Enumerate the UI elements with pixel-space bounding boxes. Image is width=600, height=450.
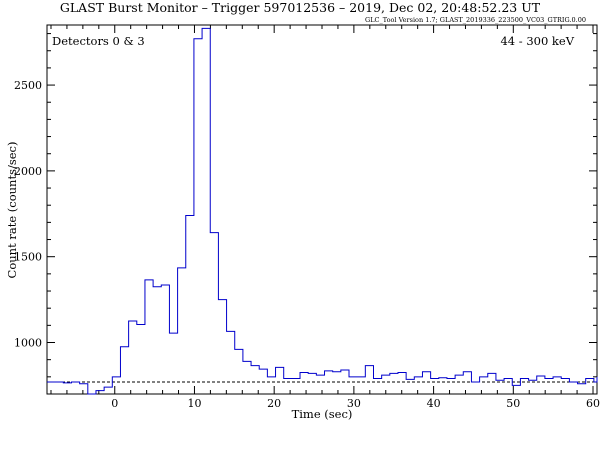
chart-title: GLAST Burst Monitor – Trigger 597012536 …: [60, 0, 541, 15]
x-tick-label: 40: [427, 397, 441, 410]
y-tick-label: 1000: [14, 337, 42, 350]
x-axis-title: Time (sec): [292, 407, 353, 421]
chart-subtitle: GLC_Tool Version 1.7; GLAST_2019336_2235…: [365, 16, 586, 24]
y-tick-label: 1500: [14, 251, 42, 264]
y-axis: 1000 1500 2000 2500: [14, 33, 597, 395]
x-tick-label: 50: [506, 397, 520, 410]
count-rate-series-line: [47, 27, 598, 395]
y-tick-label: 2000: [14, 165, 42, 178]
detector-label: Detectors 0 & 3: [52, 34, 145, 48]
y-tick-label: 2500: [14, 79, 42, 92]
x-axis: 0 10 20 30 40 50 60: [50, 25, 600, 410]
x-tick-label: 30: [347, 397, 361, 410]
x-tick-label: 10: [187, 397, 201, 410]
x-tick-label: 20: [267, 397, 281, 410]
energy-range-label: 44 - 300 keV: [500, 34, 574, 48]
x-tick-label: 60: [586, 397, 600, 410]
x-tick-label: 0: [111, 397, 118, 410]
y-axis-title: Count rate (counts/sec): [5, 142, 19, 279]
